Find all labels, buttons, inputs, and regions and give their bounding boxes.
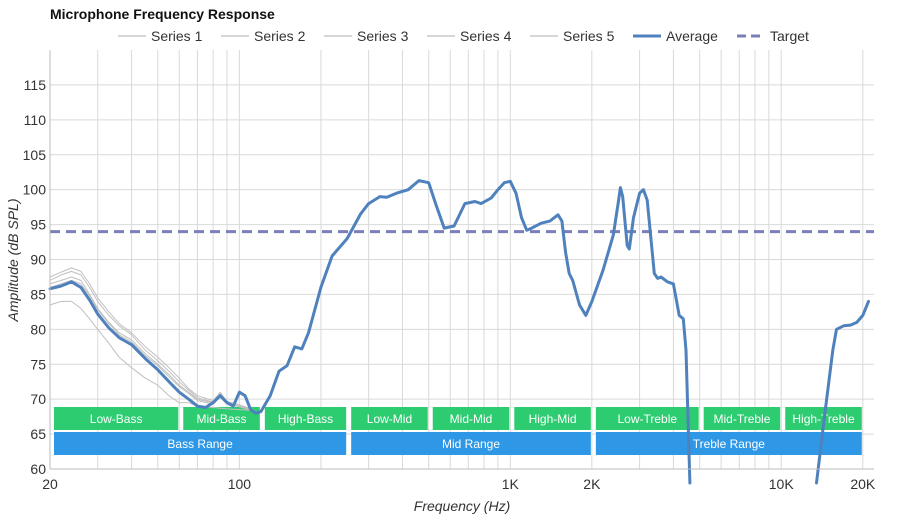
band-label: Mid-Bass <box>197 412 247 426</box>
band-label: Bass Range <box>167 437 233 451</box>
band-rect <box>183 407 260 430</box>
band-label: High-Bass <box>278 412 333 426</box>
series-line <box>49 270 252 410</box>
x-tick-label: 100 <box>228 476 252 492</box>
band-rect <box>703 407 781 430</box>
band-rect <box>595 432 862 455</box>
x-tick-label: 20 <box>42 476 58 492</box>
x-axis-label: Frequency (Hz) <box>414 498 510 514</box>
series-line <box>49 279 252 411</box>
band-label: Mid Range <box>442 437 500 451</box>
band-label: Treble Range <box>693 437 766 451</box>
series-line <box>49 300 252 411</box>
y-tick-label: 60 <box>30 461 46 477</box>
chart-title: Microphone Frequency Response <box>50 6 275 22</box>
band-label: Low-Treble <box>617 412 677 426</box>
legend-label: Average <box>666 28 718 44</box>
legend-label: Series 1 <box>151 28 203 44</box>
band-rect <box>54 407 179 430</box>
x-tick-label: 1K <box>502 476 520 492</box>
band-rect <box>432 407 510 430</box>
y-tick-label: 95 <box>30 217 46 233</box>
y-tick-label: 100 <box>23 182 47 198</box>
legend-label: Series 2 <box>254 28 306 44</box>
y-tick-label: 115 <box>24 77 47 93</box>
axes: 60 65 70 75 80 85 90 95 100 105 110 115 20 100 1K 2K 10K… <box>23 50 876 492</box>
y-tick-label: 70 <box>30 391 46 407</box>
average-line <box>815 299 870 485</box>
band-label: High-Mid <box>529 412 577 426</box>
x-tick-label: 10K <box>769 476 795 492</box>
y-tick-label: 105 <box>23 147 47 163</box>
y-tick-label: 65 <box>30 426 46 442</box>
x-tick-label: 20K <box>850 476 876 492</box>
y-tick-label: 80 <box>30 321 46 337</box>
band-rect <box>514 407 591 430</box>
legend-label: Series 3 <box>357 28 409 44</box>
band-rect <box>351 432 591 455</box>
band-label: Mid-Treble <box>713 412 770 426</box>
band-label: Low-Mid <box>367 412 412 426</box>
legend-label: Series 5 <box>563 28 615 44</box>
series-layer <box>48 179 870 485</box>
y-tick-label: 90 <box>30 252 46 268</box>
average-line <box>48 179 692 485</box>
frequency-bands: Low-Bass Mid-Bass High-Bass Low-Mid Mid-Mid H… <box>54 407 862 455</box>
grid <box>49 50 874 470</box>
legend: Series 1 Series 2 Series 3 Series 4 Series 5… <box>118 28 809 44</box>
band-rect <box>351 407 428 430</box>
band-rect <box>264 407 347 430</box>
legend-label: Series 4 <box>460 28 512 44</box>
y-tick-label: 110 <box>24 112 47 128</box>
series-line <box>49 276 252 411</box>
legend-label: Target <box>770 28 809 44</box>
series-line <box>49 267 252 410</box>
band-rect <box>595 407 699 430</box>
x-tick-label: 2K <box>583 476 601 492</box>
band-label: Mid-Mid <box>450 412 493 426</box>
y-axis-label: Amplitude (dB SPL) <box>5 199 21 323</box>
band-rect <box>54 432 347 455</box>
y-tick-label: 75 <box>30 356 46 372</box>
y-tick-label: 85 <box>30 286 46 302</box>
band-label: Low-Bass <box>90 412 143 426</box>
